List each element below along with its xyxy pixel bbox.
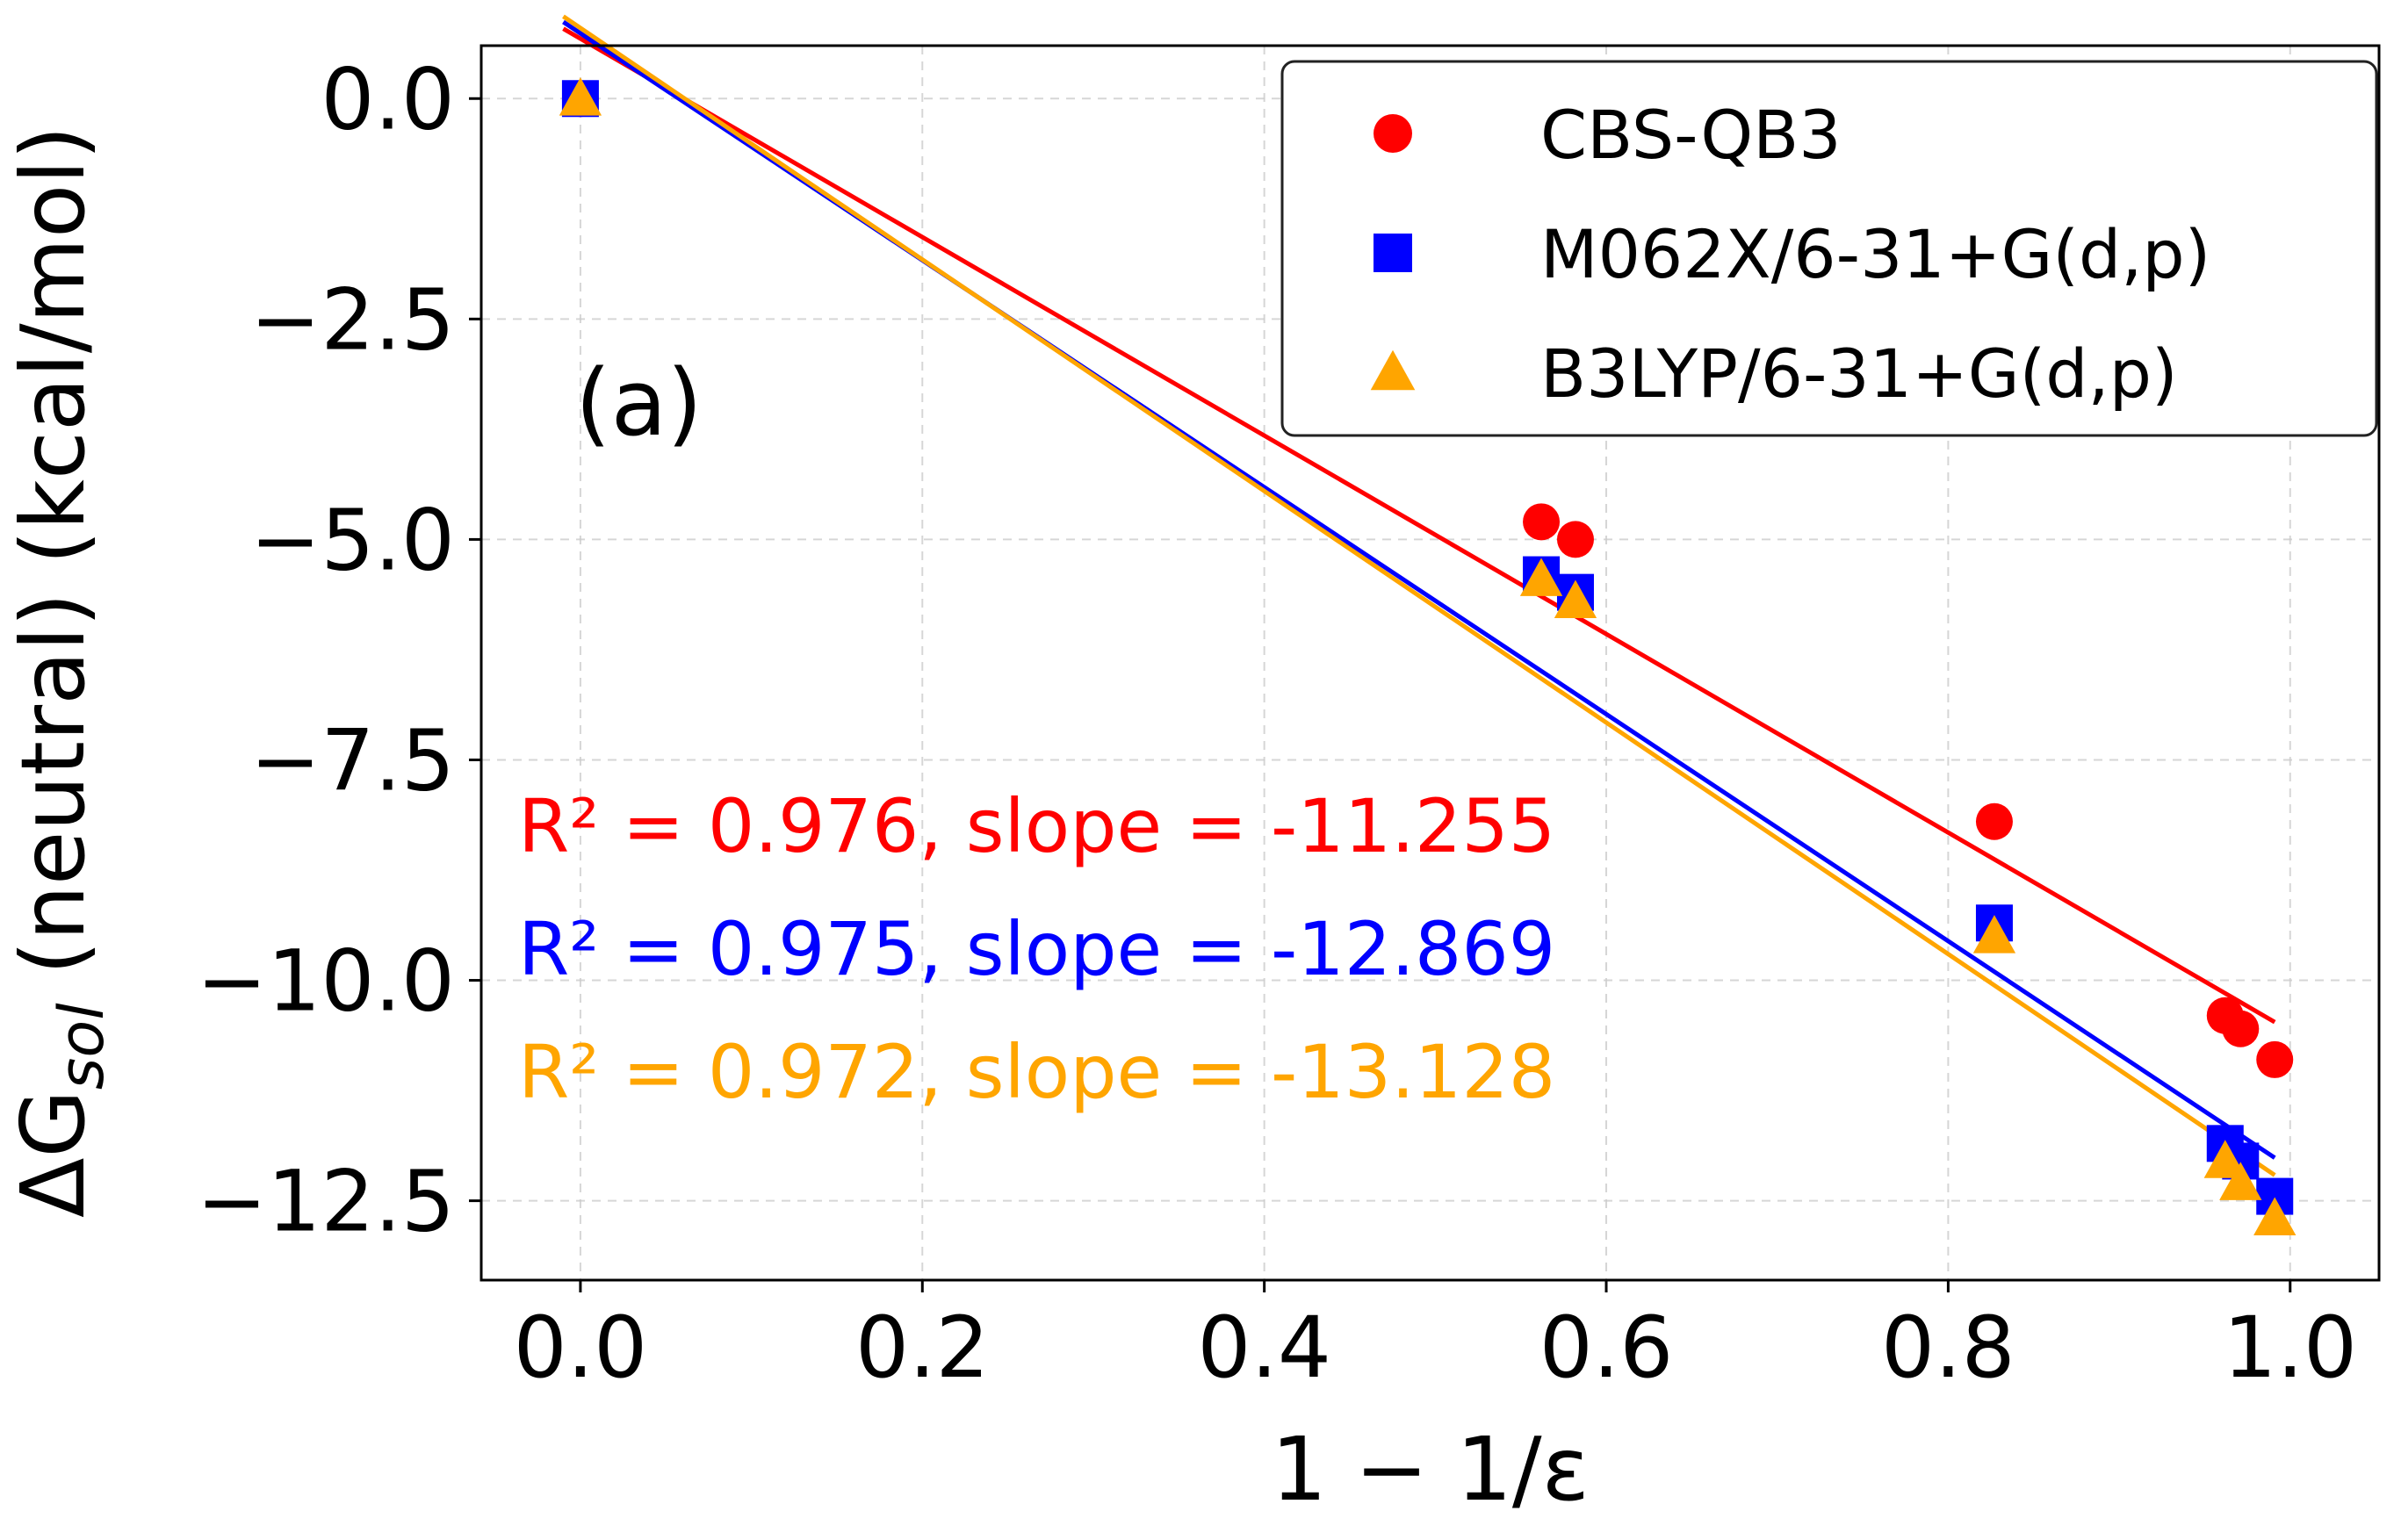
y-tick-label: −5.0 [250,491,455,589]
y-tick-label: −10.0 [197,932,455,1031]
legend-label: B3LYP/6-31+G(d,p) [1540,335,2178,413]
grid [481,46,2379,1280]
y-axis-label-subscript: sol [46,1003,118,1090]
y-axis-label: ΔGsol (neutral) (kcal/mol) [2,126,118,1218]
legend-marker-circle [1374,114,1412,153]
x-axis-label: 1 − 1/ε [1271,1418,1589,1521]
x-tick-label: 0.4 [1197,1299,1331,1397]
y-axis-label-main: ΔG [2,1090,105,1218]
y-tick-label: −7.5 [250,711,455,810]
x-tick-label: 0.6 [1539,1299,1674,1397]
y-tick-label: −2.5 [250,270,455,369]
data-point-circle [2256,1040,2294,1078]
y-axis-label-suffix: (neutral) (kcal/mol) [2,126,105,1003]
x-tick-label: 0.8 [1881,1299,2015,1397]
fit-annotation: R² = 0.975, slope = -12.869 [518,906,1555,992]
fit-lines [562,14,2276,1177]
data-point-triangle [2219,1162,2262,1200]
fit-line [562,26,2276,1025]
legend: CBS-QB3 M062X/6-31+G(d,p) B3LYP/6-31+G(d,p… [1280,60,2378,437]
fit-annotation: R² = 0.976, slope = -11.255 [518,783,1555,869]
legend-label: CBS-QB3 [1540,96,1842,174]
y-tick-label: 0.0 [321,50,455,148]
legend-marker-square [1374,234,1412,272]
data-point-triangle [559,77,602,116]
data-point-circle [1523,503,1561,541]
fit-line [562,14,2276,1177]
legend-marker-triangle [1370,349,1416,391]
x-tick-label: 0.2 [855,1299,990,1397]
data-point-triangle [1519,558,1563,596]
y-tick-label: −12.5 [197,1153,455,1251]
x-tick-label: 0.0 [514,1299,648,1397]
data-point-circle [2222,1010,2260,1047]
data-point-triangle [2253,1197,2296,1236]
data-point-triangle [1972,915,2016,954]
data-point-circle [1556,521,1594,558]
axis-ticks: 0.0 0.2 0.4 0.6 0.8 1.0 0.0 −2.5 −5.0 −7.5 −10.0 −1… [197,50,2357,1397]
fit-annotations: R² = 0.976, slope = -11.255 R² = 0.975, s… [518,783,1555,1115]
legend-box [1280,60,2378,437]
panel-label: (a) [575,349,703,457]
data-point-triangle [2203,1140,2246,1178]
data-points [559,77,2296,1236]
data-point-circle [1975,802,2013,840]
plot-frame [479,44,2381,1282]
fit-annotation: R² = 0.972, slope = -13.128 [518,1029,1555,1115]
legend-label: M062X/6-31+G(d,p) [1540,215,2210,293]
x-tick-label: 1.0 [2223,1299,2357,1397]
data-point-triangle [1554,579,1597,619]
